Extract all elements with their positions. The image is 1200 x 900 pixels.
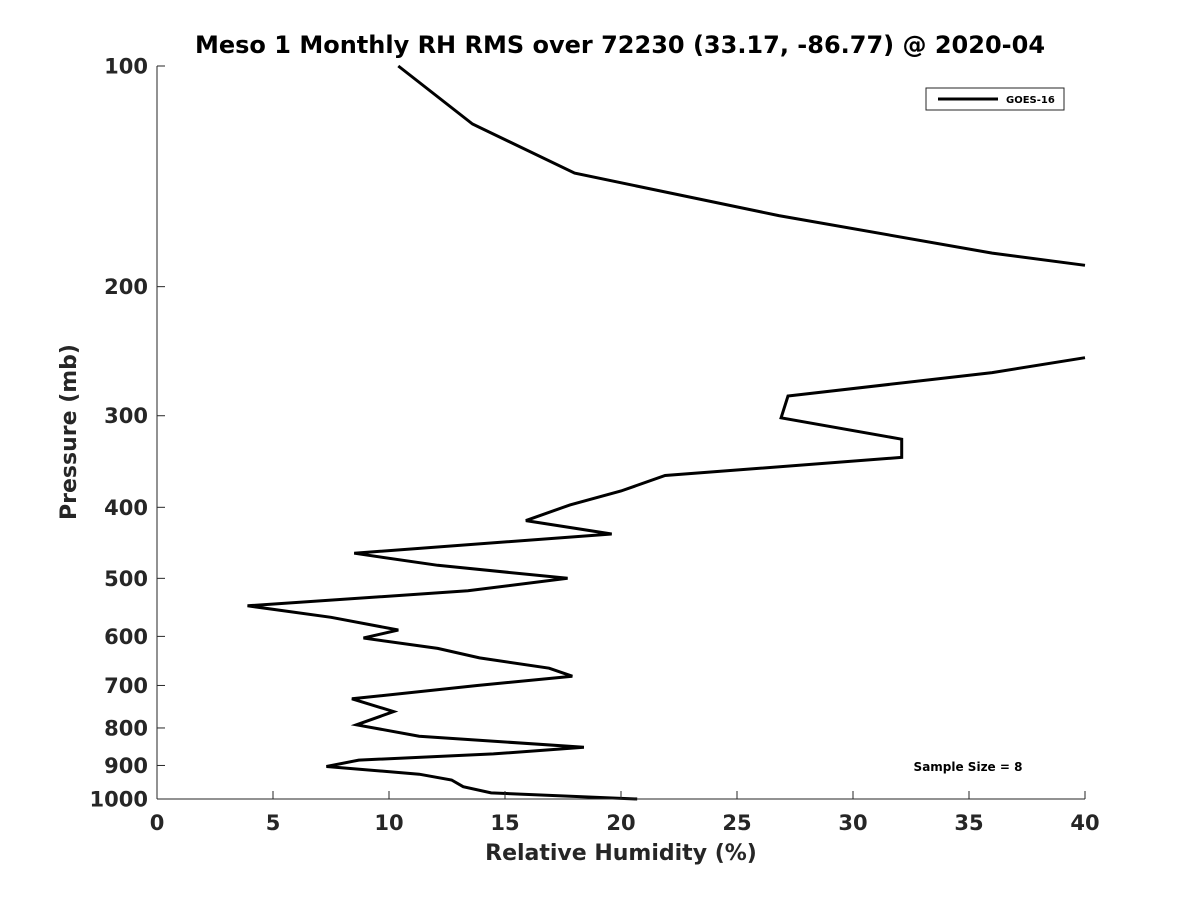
legend-label-goes-16: GOES-16 xyxy=(1006,95,1055,106)
y-tick-label-100: 100 xyxy=(104,55,148,79)
x-tick-label-35: 35 xyxy=(954,811,983,835)
y-axis-label: Pressure (mb) xyxy=(57,344,82,520)
x-tick-label-5: 5 xyxy=(266,811,281,835)
series-line-goes-16-segment-0 xyxy=(397,64,1086,267)
y-tick-label-700: 700 xyxy=(104,674,148,698)
y-tick-label-800: 800 xyxy=(104,716,148,740)
y-tick-label-200: 200 xyxy=(104,275,148,299)
x-tick-label-0: 0 xyxy=(150,811,165,835)
sample-size-annotation: Sample Size = 8 xyxy=(914,760,1023,774)
legend: GOES-16 xyxy=(925,87,1065,111)
x-tick-label-30: 30 xyxy=(838,811,867,835)
y-tick-label-300: 300 xyxy=(104,404,148,428)
y-tick-label-400: 400 xyxy=(104,496,148,520)
x-tick-label-20: 20 xyxy=(606,811,635,835)
x-tick-label-40: 40 xyxy=(1070,811,1099,835)
x-axis-label: Relative Humidity (%) xyxy=(485,841,757,866)
series-line-goes-16-segment-1 xyxy=(247,356,1086,801)
x-tick-label-15: 15 xyxy=(490,811,519,835)
y-tick-label-900: 900 xyxy=(104,754,148,778)
x-ticks: 0 5 10 15 20 25 30 35 40 xyxy=(150,791,1100,835)
x-tick-label-25: 25 xyxy=(722,811,751,835)
chart-title: Meso 1 Monthly RH RMS over 72230 (33.17,… xyxy=(195,31,1045,59)
y-tick-label-600: 600 xyxy=(104,625,148,649)
x-tick-label-10: 10 xyxy=(374,811,403,835)
y-tick-label-500: 500 xyxy=(104,567,148,591)
y-ticks: 100 200 300 400 500 600 700 800 900 1000 xyxy=(90,55,165,812)
plot-lines xyxy=(247,64,1086,801)
y-tick-label-1000: 1000 xyxy=(90,788,148,812)
